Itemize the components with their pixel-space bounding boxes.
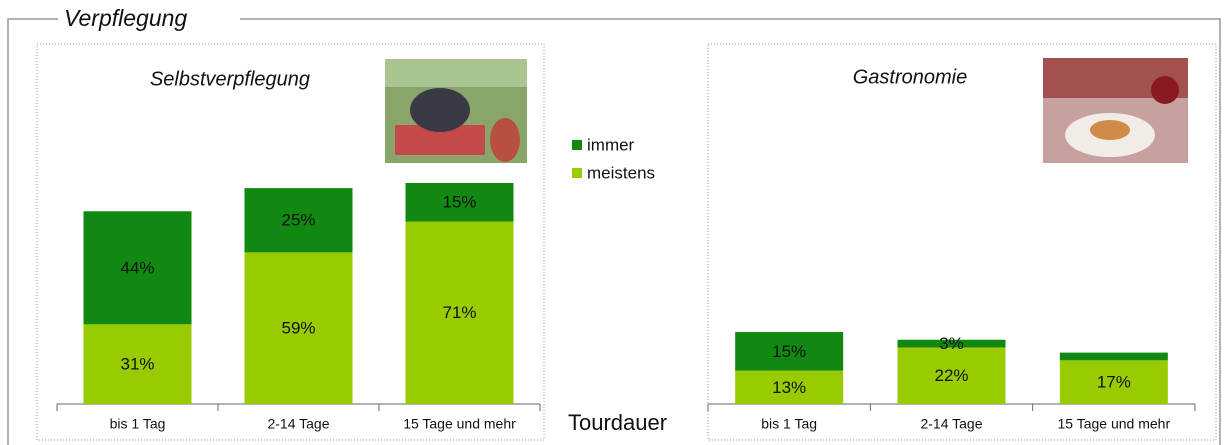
frame bbox=[7, 18, 1221, 445]
bar-segment bbox=[897, 339, 1006, 348]
data-label: 31% bbox=[120, 355, 154, 374]
x-tick-label: bis 1 Tag bbox=[110, 416, 166, 432]
bar-segment bbox=[1059, 352, 1168, 361]
data-label: 25% bbox=[281, 211, 315, 230]
data-label: 15% bbox=[772, 342, 806, 361]
data-label: 44% bbox=[120, 258, 154, 277]
bar-segment bbox=[244, 252, 353, 404]
bar-segment bbox=[244, 188, 353, 253]
legend-label: meistens bbox=[587, 163, 655, 182]
bar-segment bbox=[405, 221, 514, 404]
x-tick-label: 15 Tage und mehr bbox=[1058, 416, 1171, 432]
bar-segment bbox=[1059, 360, 1168, 404]
photo-picnic bbox=[385, 59, 527, 163]
data-label: 17% bbox=[1097, 373, 1131, 392]
chart-box bbox=[707, 43, 1217, 441]
data-label: 13% bbox=[772, 378, 806, 397]
legend-swatch bbox=[572, 140, 582, 150]
legend-swatch bbox=[572, 168, 582, 178]
data-label: 59% bbox=[281, 319, 315, 338]
bar-segment bbox=[83, 324, 192, 404]
photo-restaurant bbox=[1043, 58, 1188, 163]
legend-label: immer bbox=[587, 135, 635, 154]
x-tick-label: bis 1 Tag bbox=[761, 416, 817, 432]
bar-segment bbox=[405, 182, 514, 222]
chart-box bbox=[36, 43, 545, 441]
bar-segment bbox=[83, 211, 192, 325]
page-title: Verpflegung bbox=[64, 5, 187, 31]
x-tick-label: 15 Tage und mehr bbox=[403, 416, 516, 432]
bar-segment bbox=[897, 347, 1006, 404]
chart-title: Gastronomie bbox=[853, 66, 968, 88]
x-tick-label: 2-14 Tage bbox=[267, 416, 329, 432]
data-label: 22% bbox=[934, 366, 968, 385]
x-tick-label: 2-14 Tage bbox=[920, 416, 982, 432]
data-label: 3% bbox=[939, 334, 964, 353]
chart-title: Selbstverpflegung bbox=[150, 68, 310, 90]
x-axis-title: Tourdauer bbox=[568, 410, 667, 435]
bar-segment bbox=[735, 332, 844, 371]
bar-segment bbox=[735, 370, 844, 404]
data-label: 71% bbox=[442, 303, 476, 322]
data-label: 15% bbox=[442, 193, 476, 212]
